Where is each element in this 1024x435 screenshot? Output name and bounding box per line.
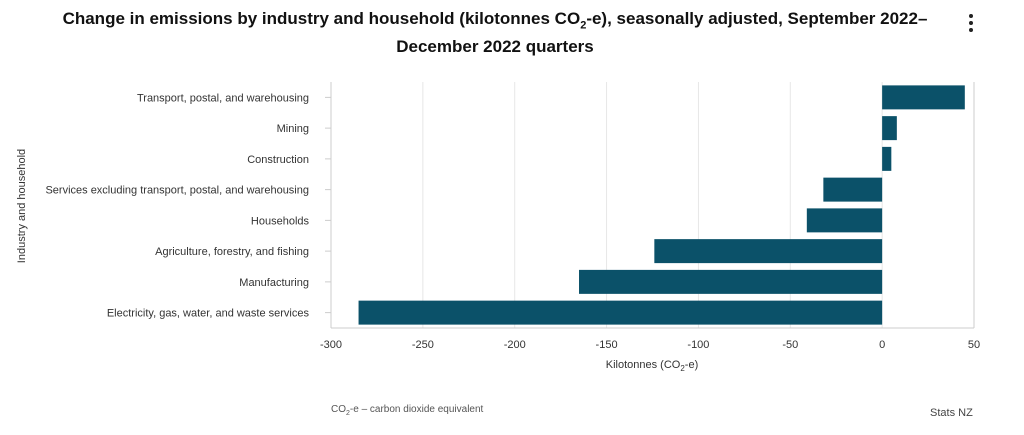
bar[interactable] xyxy=(654,239,883,264)
x-tick-label: 50 xyxy=(968,339,980,351)
category-label: Electricity, gas, water, and waste servi… xyxy=(107,308,310,320)
bar[interactable] xyxy=(882,116,897,141)
chart-title: Change in emissions by industry and hous… xyxy=(62,9,928,57)
bar[interactable] xyxy=(579,269,883,294)
footnote: CO2-e – carbon dioxide equivalent xyxy=(331,404,484,417)
x-tick-label: -250 xyxy=(412,339,434,351)
bar[interactable] xyxy=(823,177,883,202)
category-label: Agriculture, forestry, and fishing xyxy=(155,246,309,258)
x-tick-label: 0 xyxy=(879,339,885,351)
category-label: Manufacturing xyxy=(239,277,309,289)
category-label: Transport, postal, and warehousing xyxy=(137,92,309,104)
y-axis-label: Industry and household xyxy=(16,149,28,263)
x-tick-labels: -300 -250 -200 -150 -100 -50 0 50 xyxy=(320,339,980,351)
x-tick-label: -300 xyxy=(320,339,342,351)
category-label: Construction xyxy=(247,154,309,166)
bars xyxy=(358,85,965,325)
category-labels: Transport, postal, and warehousing Mining… xyxy=(45,92,309,319)
source-credit: Stats NZ xyxy=(930,407,973,419)
x-tick-label: -200 xyxy=(504,339,526,351)
bar[interactable] xyxy=(882,85,965,110)
category-label: Households xyxy=(251,215,310,227)
x-tick-label: -100 xyxy=(687,339,709,351)
bar-chart: Transport, postal, and warehousing Mining… xyxy=(16,82,980,373)
bar[interactable] xyxy=(806,208,883,233)
x-tick-label: -50 xyxy=(782,339,798,351)
category-label: Mining xyxy=(277,123,309,135)
category-label: Services excluding transport, postal, an… xyxy=(45,185,309,197)
bar[interactable] xyxy=(882,146,892,171)
more-vertical-icon[interactable] xyxy=(962,12,980,36)
x-tick-label: -150 xyxy=(596,339,618,351)
x-axis-label: Kilotonnes (CO2-e) xyxy=(606,359,699,373)
bar[interactable] xyxy=(358,300,883,325)
